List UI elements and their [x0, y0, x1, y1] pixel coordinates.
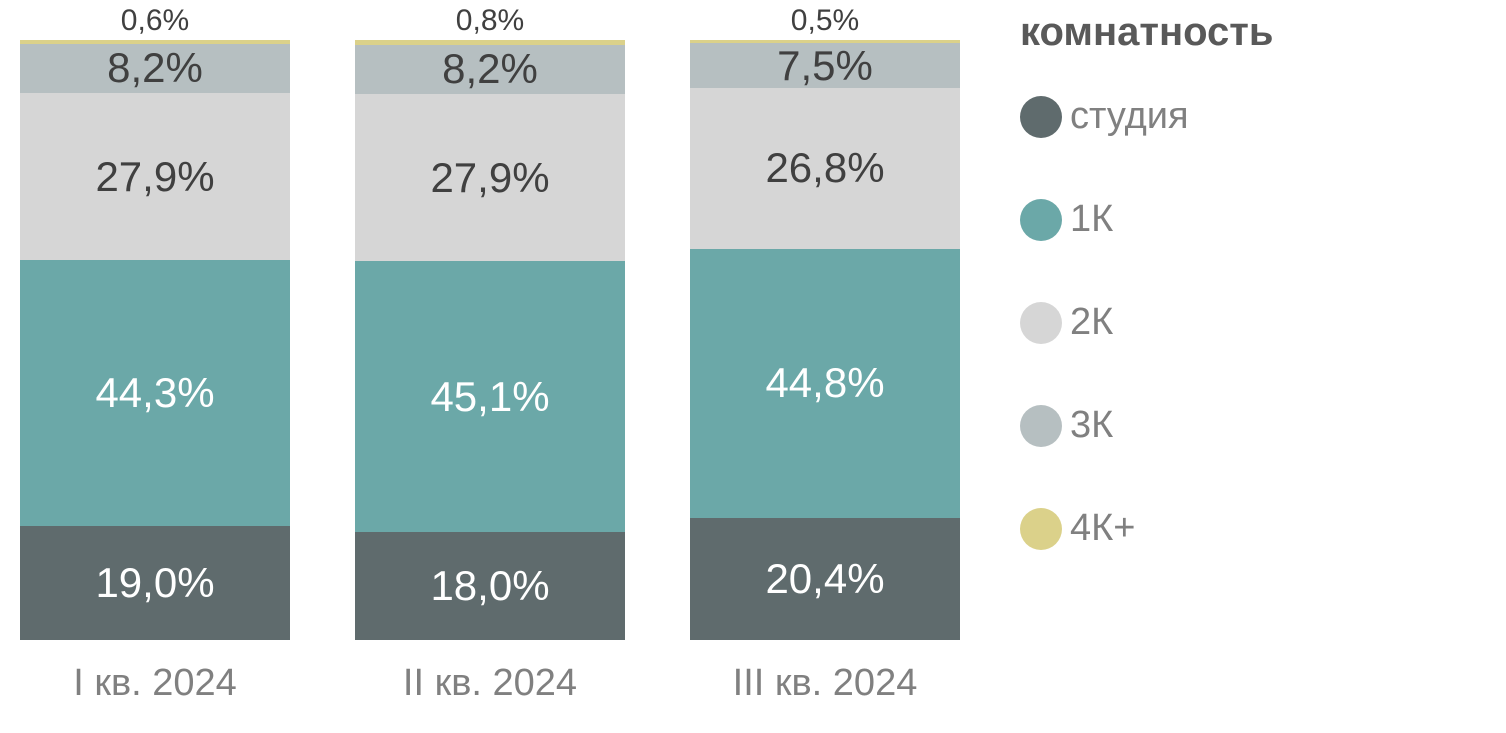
legend-items: студия 1К 2К 3К 4К+ [1020, 95, 1273, 550]
legend-title: комнатность [1020, 10, 1273, 55]
stacked-bar: 19,0% 44,3% 27,9% 8,2% [20, 40, 290, 640]
segment-2k: 27,9% [355, 94, 625, 261]
segment-label-4kplus: 0,6% [121, 4, 189, 38]
segment-label-1k: 45,1% [430, 373, 549, 421]
segment-label-studio: 19,0% [95, 559, 214, 607]
segment-label-2k: 27,9% [430, 154, 549, 202]
segment-2k: 26,8% [690, 88, 960, 249]
segment-4kplus [690, 40, 960, 43]
segment-label-2k: 27,9% [95, 153, 214, 201]
segment-4kplus [20, 40, 290, 44]
legend-label: 2К [1070, 301, 1113, 344]
bar-column-1: 0,8% 18,0% 45,1% 27,9% 8,2% II кв. 2024 [355, 40, 625, 705]
segment-label-1k: 44,8% [765, 359, 884, 407]
segment-1k: 44,8% [690, 249, 960, 518]
segment-1k: 45,1% [355, 261, 625, 532]
legend-label: 4К+ [1070, 507, 1135, 550]
segment-studio: 18,0% [355, 532, 625, 640]
chart-container: 0,6% 19,0% 44,3% 27,9% 8,2% I кв. 2024 [0, 0, 1506, 733]
bars-area: 0,6% 19,0% 44,3% 27,9% 8,2% I кв. 2024 [20, 10, 960, 705]
segment-3k: 7,5% [690, 43, 960, 88]
legend-label: 3К [1070, 404, 1113, 447]
segment-2k: 27,9% [20, 93, 290, 260]
legend-swatch-icon [1020, 405, 1062, 447]
stacked-bar: 20,4% 44,8% 26,8% 7,5% [690, 40, 960, 640]
stacked-bar: 18,0% 45,1% 27,9% 8,2% [355, 40, 625, 640]
legend-item-3k: 3К [1020, 404, 1273, 447]
segment-label-1k: 44,3% [95, 369, 214, 417]
legend-item-1k: 1К [1020, 198, 1273, 241]
legend: комнатность студия 1К 2К 3К 4К+ [1020, 10, 1273, 550]
segment-label-3k: 8,2% [442, 45, 538, 93]
legend-swatch-icon [1020, 199, 1062, 241]
legend-item-studio: студия [1020, 95, 1273, 138]
segment-label-3k: 7,5% [777, 42, 873, 90]
legend-swatch-icon [1020, 302, 1062, 344]
bar-column-0: 0,6% 19,0% 44,3% 27,9% 8,2% I кв. 2024 [20, 40, 290, 705]
segment-label-studio: 18,0% [430, 562, 549, 610]
segment-label-4kplus: 0,8% [456, 4, 524, 38]
segment-3k: 8,2% [20, 44, 290, 93]
legend-item-2k: 2К [1020, 301, 1273, 344]
segment-label-4kplus: 0,5% [791, 4, 859, 38]
legend-label: 1К [1070, 198, 1113, 241]
segment-studio: 19,0% [20, 526, 290, 640]
legend-label: студия [1070, 95, 1189, 138]
segment-3k: 8,2% [355, 45, 625, 94]
segment-label-3k: 8,2% [107, 44, 203, 92]
segment-4kplus [355, 40, 625, 45]
x-axis-label: III кв. 2024 [733, 662, 918, 705]
segment-1k: 44,3% [20, 260, 290, 526]
segment-label-2k: 26,8% [765, 144, 884, 192]
legend-item-4kplus: 4К+ [1020, 507, 1273, 550]
x-axis-label: I кв. 2024 [73, 662, 237, 705]
bar-column-2: 0,5% 20,4% 44,8% 26,8% 7,5% III кв. 2024 [690, 40, 960, 705]
segment-studio: 20,4% [690, 518, 960, 640]
x-axis-label: II кв. 2024 [403, 662, 577, 705]
legend-swatch-icon [1020, 96, 1062, 138]
segment-label-studio: 20,4% [765, 555, 884, 603]
legend-swatch-icon [1020, 508, 1062, 550]
